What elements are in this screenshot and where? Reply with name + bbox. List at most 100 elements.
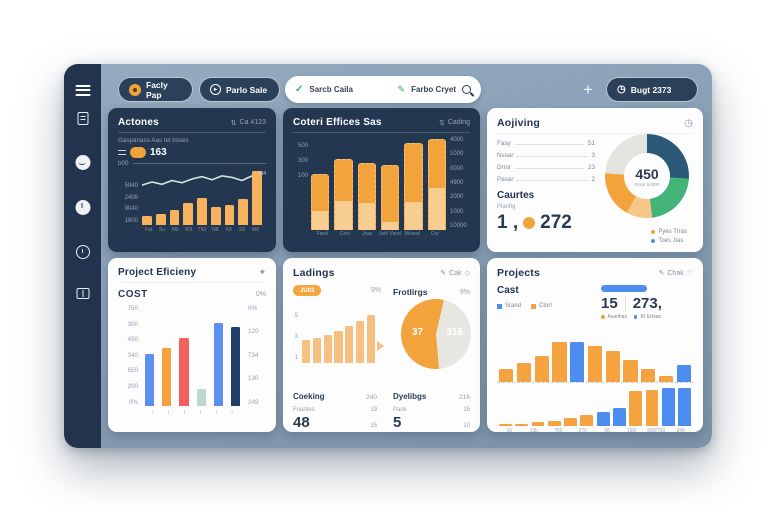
stat-pill-icon [130, 147, 146, 158]
donut-center-sub: Krsar 94000 [634, 181, 660, 187]
menu-icon[interactable] [75, 82, 90, 98]
legend-item: Br Ertsas [633, 314, 661, 320]
document-icon[interactable] [77, 112, 88, 125]
funnel-arrow-icon [377, 341, 384, 351]
legend-dot [601, 315, 605, 319]
legend-dot [633, 315, 638, 319]
search-bar[interactable]: ✓ Sarcb Caila ✎ Farbo Cryet [285, 76, 481, 103]
projects-action[interactable]: ✎ Chak ♡ [658, 269, 694, 278]
legend-dot [650, 238, 656, 244]
actones-axis-label: b00 [118, 160, 129, 167]
actones-y-axis: 5940 2409 9040 1600 [124, 183, 138, 224]
projects-info: Cast Srand Ctorl 15 273, Asarttias Br Er… [497, 285, 693, 331]
donut-center-value: 450 [635, 165, 659, 182]
actones-subtitle: Gaspanass Aas tel bsses [118, 137, 189, 144]
list-item: Fasy 51 [497, 140, 595, 147]
sparkle-icon[interactable]: ✦ [258, 267, 266, 277]
legend-item: Ctorl [531, 303, 552, 309]
analytics-icon[interactable] [75, 155, 90, 170]
legend-square [531, 303, 537, 309]
cost-x-axis: Fand Covl Jnav Jath Vand Moand Cry [316, 231, 439, 237]
aojiving-list: Fasy 51 Nssar 3 Drrsr 23 Pasar 2 [497, 140, 595, 183]
paris-sale-button[interactable]: ▸ Parlo Sale [199, 77, 280, 102]
search-term-left: Sarcb Caila [309, 85, 353, 94]
aojiving-clock-icon[interactable]: ◷ [684, 117, 693, 129]
funnel-bar-chart [302, 309, 375, 363]
aojiving-title: Aojiving [497, 117, 541, 129]
ladings-left-header: JU03 9% [293, 285, 381, 296]
projects-big-numbers: 15 273, [601, 295, 662, 312]
pencil-icon: ✎ [397, 84, 406, 94]
actones-line-chart [142, 169, 262, 195]
actones-peak-label: 394 [257, 171, 266, 177]
ladings-action[interactable]: ✎ Cak ◇ [440, 269, 470, 278]
cost-bar-chart [311, 139, 446, 230]
projects-sub-legend: Asarttias Br Ertsas [601, 314, 693, 320]
ladings-left-pct: 9% [370, 287, 381, 294]
projects-title: Projects [497, 267, 541, 279]
cost-pct: 0% [255, 291, 266, 298]
ladings-badge[interactable]: JU03 [293, 285, 322, 296]
legend-item: Asarttias [601, 314, 627, 320]
reports-icon[interactable] [76, 288, 89, 299]
aojiving-body: Fasy 51 Nssar 3 Drrsr 23 Pasar 2 450 K [497, 134, 693, 246]
pie-value-right: 316 [446, 327, 463, 338]
panel-project-efficiency: Project Eficieny ✦ COST 0% 750 300 450 340 6… [108, 258, 276, 432]
send-icon: ▸ [210, 84, 221, 95]
search-term-right: Farbo Cryet [411, 85, 456, 94]
projects-top-bar-chart [497, 337, 693, 383]
panel-projects: Projects ✎ Chak ♡ Cast Srand Ctorl 15 27… [487, 258, 703, 434]
scribble-icon [118, 150, 126, 155]
courtes-heading: Caurtes [497, 190, 535, 201]
paris-sale-label: Parlo Sale [226, 84, 268, 95]
donut-center: 450 Krsar 94000 [624, 153, 670, 199]
projects-stat-block: 15 273, Asarttias Br Ertsas [601, 285, 693, 320]
clock-icon: ◷ [617, 83, 626, 95]
list-item: Nssar 3 [497, 152, 595, 159]
ladings-col-right: Dyelibgs 216 Pask 15 5 10 [393, 392, 470, 431]
actones-x-axis: Fat Su M6 W5 T60 N8 K9 S9 W6 [145, 227, 260, 233]
frotlings-pct: 9% [459, 288, 470, 296]
budget-button[interactable]: ◷ Bugt 2373 [606, 77, 698, 102]
time-icon[interactable] [75, 245, 90, 259]
ladings-title: Ladings [293, 267, 335, 279]
courtes-stat: 1 , 272 [497, 212, 572, 233]
actones-axis-row: b00 [118, 160, 266, 167]
cost-chart: 500 300 100 4000 1000 0000 4900 2000 1000 10000 … [293, 137, 470, 241]
cost-sub-header: COST 0% [118, 289, 266, 300]
budget-label: Bugt 2373 [630, 84, 672, 95]
actones-action[interactable]: ⇅ Ca 4123 [230, 119, 266, 127]
legend-item: Srand [497, 303, 521, 309]
cost-left-axis: 500 300 100 [297, 143, 308, 179]
cast-legend: Srand Ctorl [497, 303, 693, 309]
frotlings-label: Frotlirgs [393, 287, 428, 297]
panel-aojiving: Aojiving ◷ Fasy 51 Nssar 3 Drrsr 23 Pasar 2 [487, 108, 703, 252]
actones-bar-chart [142, 171, 263, 225]
ladings-right-header: Frotlirgs 9% [393, 287, 470, 297]
fach-pap-button[interactable]: Facly Pap [118, 77, 193, 102]
efficiency-bar-chart [145, 312, 241, 406]
cost-action[interactable]: ⇅ Cading [438, 119, 470, 127]
ladings-col-left: Coeking 240 Foantes 19 48 15 [293, 392, 377, 431]
check-icon: ✓ [295, 84, 304, 95]
cost-label: COST [118, 289, 148, 300]
add-button[interactable]: + [583, 80, 593, 99]
coin-icon [129, 83, 141, 96]
aojiving-donut-chart: 450 Krsar 94000 [605, 134, 689, 218]
list-item: Pasar 2 [497, 176, 595, 183]
efficiency-y-axis: 750 300 450 340 650 200 0% [127, 305, 138, 406]
efficiency-title: Project Eficieny [118, 267, 197, 278]
search-icon[interactable] [462, 85, 471, 94]
divider [624, 296, 626, 311]
fach-pap-label: Facly Pap [146, 79, 168, 100]
history-icon[interactable] [75, 200, 90, 215]
cast-label: Cast [497, 285, 519, 296]
cost-title: Coteri Effices Sas [293, 117, 382, 128]
actones-chart: 5940 2409 9040 1600 Fat Su M6 W5 T60 N8 K9 S9 W6 39… [118, 169, 266, 233]
